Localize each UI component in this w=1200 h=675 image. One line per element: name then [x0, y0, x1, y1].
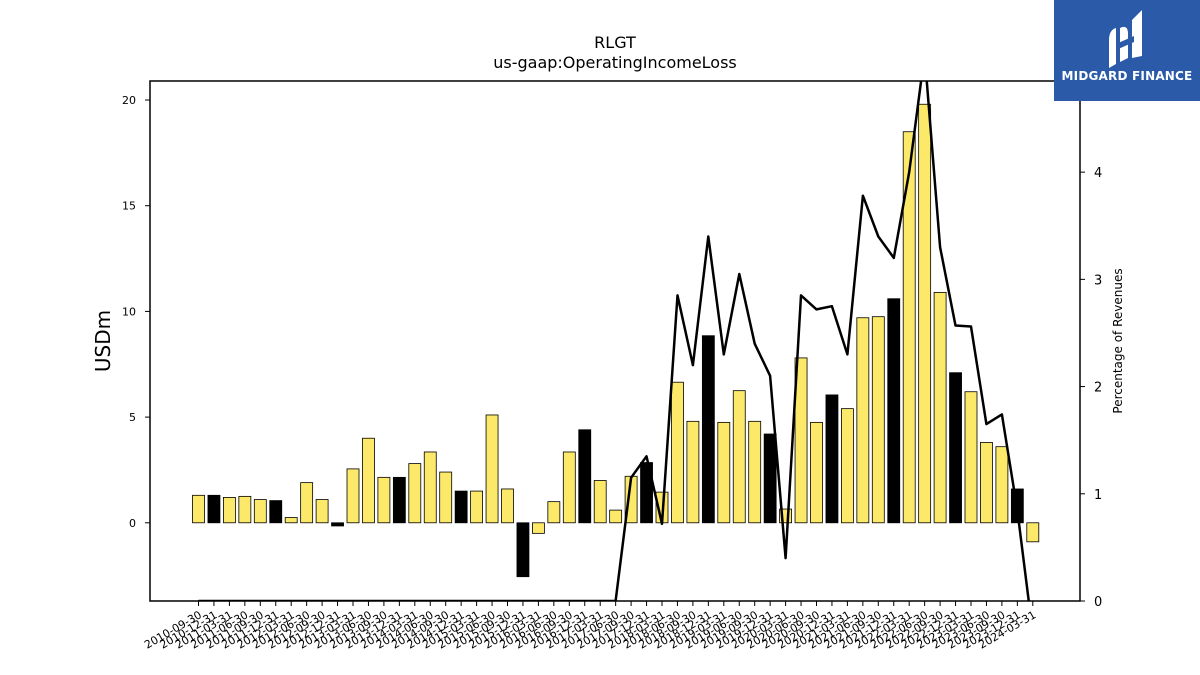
bar	[222, 497, 236, 524]
brand-logo: MIDGARD FINANCE	[1054, 0, 1200, 101]
y-axis-left: 0 5 10 15 20	[122, 94, 150, 530]
bar	[686, 420, 700, 524]
brand-mark-icon	[1109, 10, 1142, 68]
line-group	[198, 81, 1031, 601]
y-tick-label: 0	[129, 517, 136, 530]
bar	[887, 298, 901, 524]
bar	[315, 499, 329, 524]
bar	[825, 394, 839, 524]
bar	[671, 381, 684, 524]
bar	[578, 429, 592, 524]
y2-tick-label: 0	[1094, 595, 1102, 610]
bar	[238, 495, 252, 524]
bar	[918, 103, 932, 524]
bar	[454, 490, 468, 524]
bar	[856, 317, 870, 524]
bar	[763, 433, 777, 524]
y-axis-label: USDm	[91, 310, 115, 372]
y-tick-label: 15	[122, 200, 136, 213]
bar	[810, 421, 823, 524]
y-tick-label: 20	[122, 94, 136, 107]
bar	[933, 291, 947, 524]
bar	[516, 522, 530, 578]
bar	[284, 517, 298, 524]
y2-tick-label: 3	[1094, 273, 1102, 288]
bar	[980, 442, 993, 524]
bar	[439, 471, 453, 524]
bar	[253, 499, 267, 524]
bar	[501, 488, 514, 524]
bar	[871, 316, 885, 524]
bar	[732, 390, 746, 524]
bar	[269, 500, 283, 524]
bars-group	[192, 103, 1040, 578]
bar	[346, 468, 360, 524]
chart-subtitle: us-gaap:OperatingIncomeLoss	[493, 53, 737, 72]
bar	[841, 408, 854, 524]
bar	[392, 476, 406, 524]
y-axis-right: 0 1 2 3 4	[1080, 166, 1102, 610]
bar	[640, 462, 653, 524]
bar	[902, 131, 916, 524]
y-tick-label: 10	[122, 305, 136, 318]
bar	[547, 501, 561, 524]
bar	[1026, 522, 1040, 543]
bar	[717, 421, 731, 524]
bar	[532, 522, 545, 534]
bar	[331, 522, 344, 527]
chart-title: RLGT	[594, 33, 636, 52]
bar	[964, 391, 978, 524]
bar	[423, 451, 437, 524]
bar	[609, 509, 623, 524]
y2-axis-label: Percentage of Revenues	[1111, 268, 1125, 413]
bar	[485, 414, 499, 524]
bar	[593, 480, 607, 524]
bar	[949, 372, 962, 524]
bar	[207, 494, 221, 524]
bar	[377, 476, 391, 524]
y2-tick-label: 1	[1094, 488, 1102, 503]
bar	[995, 446, 1009, 524]
y2-tick-label: 2	[1094, 381, 1102, 396]
x-axis: 2010-09-302010-12-312011-03-312011-06-30…	[142, 601, 1038, 652]
series-line	[198, 81, 1031, 601]
y-tick-label: 5	[129, 411, 136, 424]
bar	[470, 490, 484, 524]
bar	[701, 335, 715, 524]
bar	[794, 357, 808, 524]
y2-tick-label: 4	[1094, 166, 1102, 181]
bar	[300, 482, 314, 524]
bar	[362, 437, 375, 524]
bar	[562, 451, 576, 524]
bar	[408, 463, 422, 524]
bar	[192, 494, 205, 524]
bar	[748, 420, 762, 524]
brand-name: MIDGARD FINANCE	[1061, 69, 1193, 83]
plot-frame	[149, 80, 1081, 602]
